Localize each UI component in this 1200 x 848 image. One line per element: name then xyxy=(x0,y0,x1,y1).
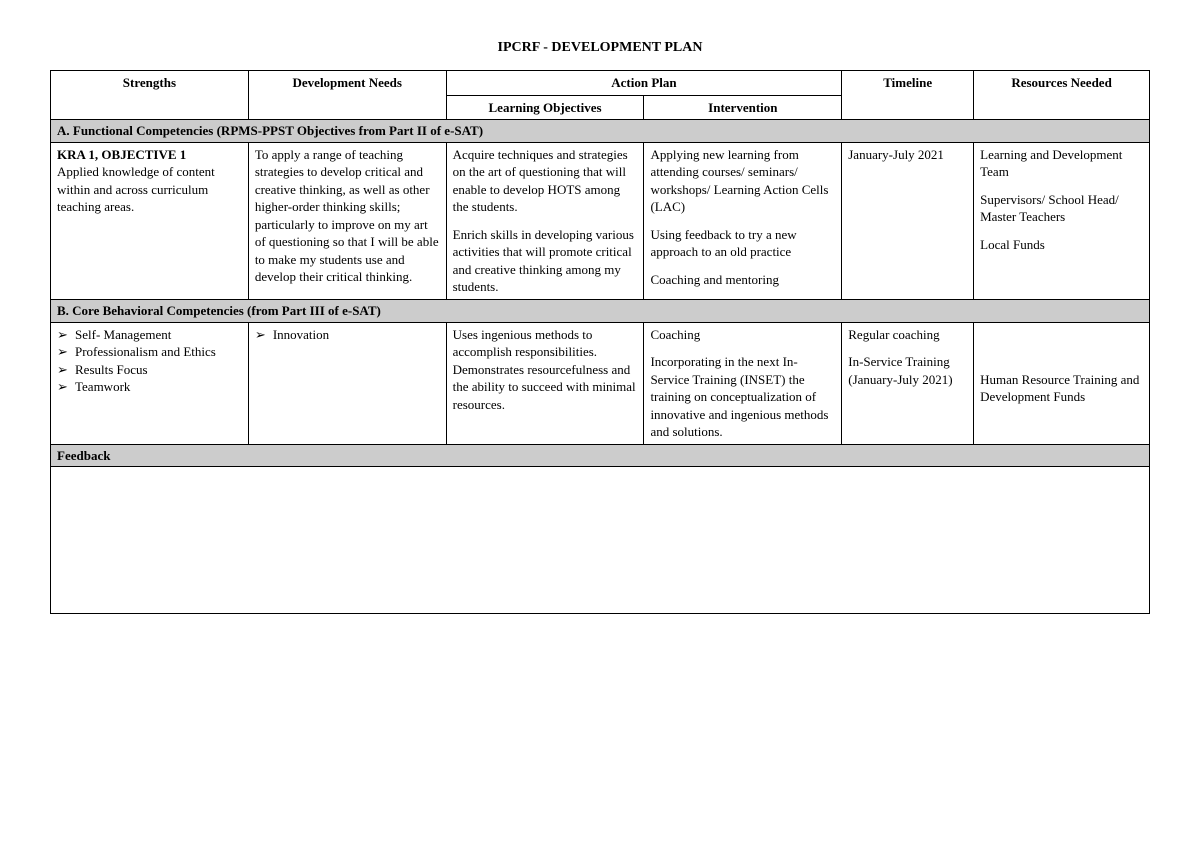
list-item: Professionalism and Ethics xyxy=(57,343,242,361)
a-intervention-3: Coaching and mentoring xyxy=(650,271,835,289)
cell-a-devneeds: To apply a range of teaching strategies … xyxy=(248,142,446,299)
feedback-row xyxy=(51,467,1150,614)
b-timeline-2: In-Service Training (January-July 2021) xyxy=(848,353,967,388)
list-item: Self- Management xyxy=(57,326,242,344)
cell-a-learning: Acquire techniques and strategies on the… xyxy=(446,142,644,299)
col-header-learning: Learning Objectives xyxy=(446,95,644,120)
cell-a-strengths: KRA 1, OBJECTIVE 1 Applied knowledge of … xyxy=(51,142,249,299)
development-plan-table: Strengths Development Needs Action Plan … xyxy=(50,70,1150,614)
col-header-strengths: Strengths xyxy=(51,71,249,120)
a-learning-1: Acquire techniques and strategies on the… xyxy=(453,146,638,216)
feedback-box xyxy=(51,467,1150,614)
section-a-row: KRA 1, OBJECTIVE 1 Applied knowledge of … xyxy=(51,142,1150,299)
a-resources-2: Supervisors/ School Head/ Master Teacher… xyxy=(980,191,1143,226)
section-b-header-row: B. Core Behavioral Competencies (from Pa… xyxy=(51,300,1150,323)
a-resources-3: Local Funds xyxy=(980,236,1143,254)
b-timeline-1: Regular coaching xyxy=(848,326,967,344)
section-a-label: A. Functional Competencies (RPMS-PPST Ob… xyxy=(51,120,1150,143)
cell-b-timeline: Regular coaching In-Service Training (Ja… xyxy=(842,322,974,444)
cell-b-intervention: Coaching Incorporating in the next In-Se… xyxy=(644,322,842,444)
b-devneeds-list: Innovation xyxy=(255,326,440,344)
b-strengths-list: Self- Management Professionalism and Eth… xyxy=(57,326,242,396)
section-b-label: B. Core Behavioral Competencies (from Pa… xyxy=(51,300,1150,323)
page-title: IPCRF - DEVELOPMENT PLAN xyxy=(50,40,1150,56)
cell-b-learning: Uses ingenious methods to accomplish res… xyxy=(446,322,644,444)
cell-b-devneeds: Innovation xyxy=(248,322,446,444)
b-resources-spacer xyxy=(980,326,1143,361)
cell-b-resources: Human Resource Training and Development … xyxy=(974,322,1150,444)
feedback-header-row: Feedback xyxy=(51,444,1150,467)
cell-b-strengths: Self- Management Professionalism and Eth… xyxy=(51,322,249,444)
col-header-resources: Resources Needed xyxy=(974,71,1150,120)
section-a-header-row: A. Functional Competencies (RPMS-PPST Ob… xyxy=(51,120,1150,143)
a-resources-1: Learning and Development Team xyxy=(980,146,1143,181)
kra-text: Applied knowledge of content within and … xyxy=(57,164,215,214)
cell-a-resources: Learning and Development Team Supervisor… xyxy=(974,142,1150,299)
col-header-timeline: Timeline xyxy=(842,71,974,120)
list-item: Teamwork xyxy=(57,378,242,396)
b-resources-1: Human Resource Training and Development … xyxy=(980,371,1143,406)
list-item: Innovation xyxy=(255,326,440,344)
col-header-action-plan: Action Plan xyxy=(446,71,842,96)
cell-a-intervention: Applying new learning from attending cou… xyxy=(644,142,842,299)
a-intervention-2: Using feedback to try a new approach to … xyxy=(650,226,835,261)
cell-a-timeline: January-July 2021 xyxy=(842,142,974,299)
a-intervention-1: Applying new learning from attending cou… xyxy=(650,146,835,216)
b-intervention-2: Incorporating in the next In-Service Tra… xyxy=(650,353,835,441)
col-header-dev-needs: Development Needs xyxy=(248,71,446,120)
header-row-1: Strengths Development Needs Action Plan … xyxy=(51,71,1150,96)
a-learning-2: Enrich skills in developing various acti… xyxy=(453,226,638,296)
list-item: Results Focus xyxy=(57,361,242,379)
col-header-intervention: Intervention xyxy=(644,95,842,120)
kra-heading: KRA 1, OBJECTIVE 1 xyxy=(57,147,186,162)
feedback-label: Feedback xyxy=(51,444,1150,467)
section-b-row: Self- Management Professionalism and Eth… xyxy=(51,322,1150,444)
b-intervention-1: Coaching xyxy=(650,326,835,344)
